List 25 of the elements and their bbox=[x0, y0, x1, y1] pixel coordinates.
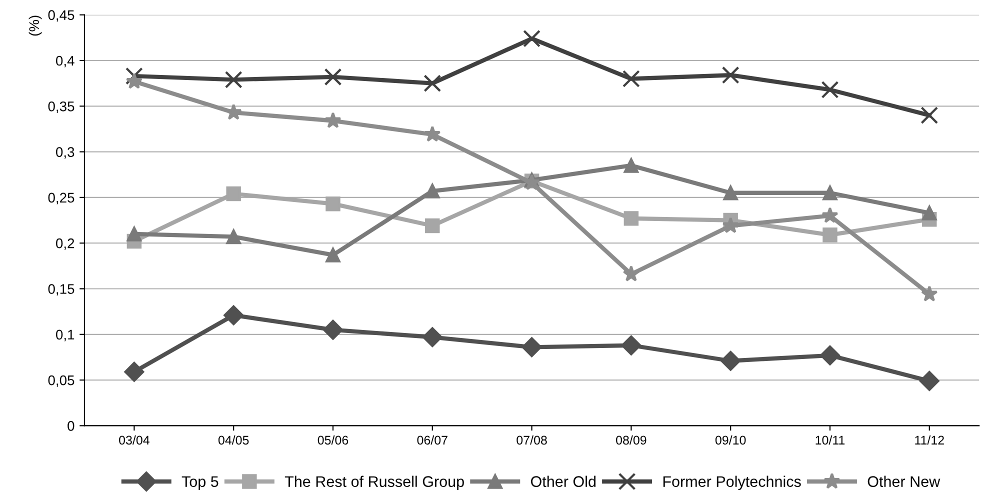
legend-label: Former Polytechnics bbox=[663, 476, 801, 490]
legend-label: Other New bbox=[868, 476, 940, 487]
x-tick-label: 03/04 bbox=[119, 435, 150, 445]
y-tick-label: 0,4 bbox=[56, 56, 74, 68]
y-tick-label: 0,15 bbox=[48, 284, 74, 296]
x-tick-label: 06/07 bbox=[417, 435, 448, 445]
x-tick-label: 09/10 bbox=[715, 435, 746, 445]
y-tick-label: 0,2 bbox=[56, 238, 74, 250]
legend-label: The Rest of Russell Group bbox=[284, 476, 464, 490]
y-tick-label: 0,25 bbox=[48, 192, 74, 204]
y-tick-label: 0,45 bbox=[48, 10, 74, 22]
x-tick-label: 11/12 bbox=[915, 435, 944, 445]
y-tick-label: 0 bbox=[68, 421, 74, 431]
x-tick-label: 05/06 bbox=[318, 435, 348, 445]
y-tick-label: 0,35 bbox=[48, 101, 74, 113]
y-axis-title: (%) bbox=[28, 16, 42, 36]
y-tick-label: 0,05 bbox=[48, 375, 74, 387]
x-tick-label: 08/09 bbox=[616, 435, 646, 445]
x-tick-label: 07/08 bbox=[516, 435, 547, 445]
legend-label: Top 5 bbox=[182, 476, 218, 490]
y-tick-label: 0,1 bbox=[56, 330, 74, 342]
x-tick-label: 10/11 bbox=[816, 435, 845, 445]
x-tick-label: 04/05 bbox=[218, 435, 249, 445]
legend-label: Other Old bbox=[530, 476, 596, 487]
y-tick-label: 0,3 bbox=[56, 147, 74, 159]
